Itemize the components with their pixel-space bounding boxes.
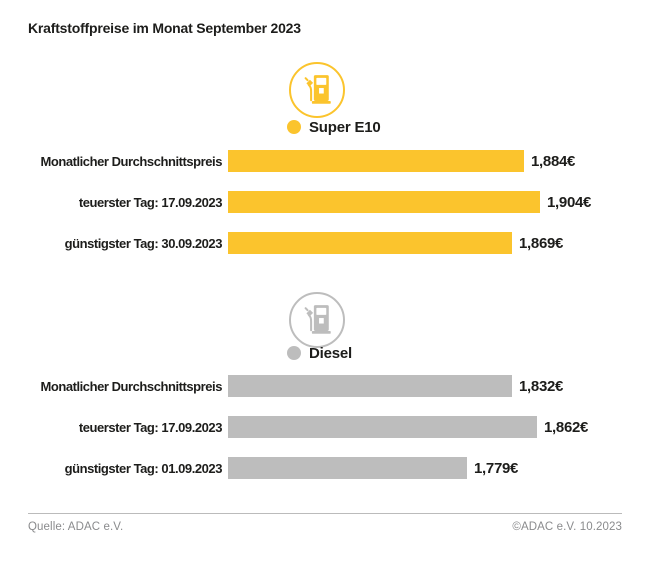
page-title: Kraftstoffpreise im Monat September 2023 [28,20,301,36]
legend-dot-gray [287,346,301,360]
bar-label: günstigster Tag: 01.09.2023 [64,460,223,476]
bar-row: günstigster Tag: 30.09.2023 1,869€ [20,232,563,254]
legend-label: Super E10 [309,118,381,136]
bar-label: Monatlicher Durchschnittspreis [40,153,222,169]
bar-super-e10-average [228,150,524,172]
bar-label: teuerster Tag: 17.09.2023 [78,419,223,435]
bar-row: günstigster Tag: 01.09.2023 1,779€ [20,457,518,479]
bar-super-e10-max-day [228,191,540,213]
bar-value: 1,779€ [474,459,519,477]
bar-row: Monatlicher Durchschnittspreis 1,832€ [20,375,563,397]
bar-value: 1,869€ [519,234,564,252]
fuel-pump-icon [289,62,345,118]
legend-super-e10: Super E10 [287,118,381,136]
fuel-pump-icon [289,292,345,348]
bar-value: 1,884€ [531,152,576,170]
bar-diesel-average [228,375,512,397]
bar-super-e10-min-day [228,232,512,254]
footer-divider [28,513,622,514]
legend-dot-yellow [287,120,301,134]
bar-label: Monatlicher Durchschnittspreis [40,378,222,394]
bar-label: günstigster Tag: 30.09.2023 [64,235,223,251]
legend-diesel: Diesel [287,344,352,362]
legend-label: Diesel [309,344,352,362]
bar-value: 1,862€ [544,418,589,436]
source-note: Quelle: ADAC e.V. [28,521,124,533]
bar-diesel-min-day [228,457,467,479]
bar-diesel-max-day [228,416,537,438]
copyright-note: ©ADAC e.V. 10.2023 [512,521,622,533]
bar-row: Monatlicher Durchschnittspreis 1,884€ [20,150,575,172]
bar-label: teuerster Tag: 17.09.2023 [78,194,223,210]
bar-row: teuerster Tag: 17.09.2023 1,904€ [20,191,591,213]
bar-value: 1,832€ [519,377,564,395]
bar-value: 1,904€ [547,193,592,211]
bar-row: teuerster Tag: 17.09.2023 1,862€ [20,416,588,438]
